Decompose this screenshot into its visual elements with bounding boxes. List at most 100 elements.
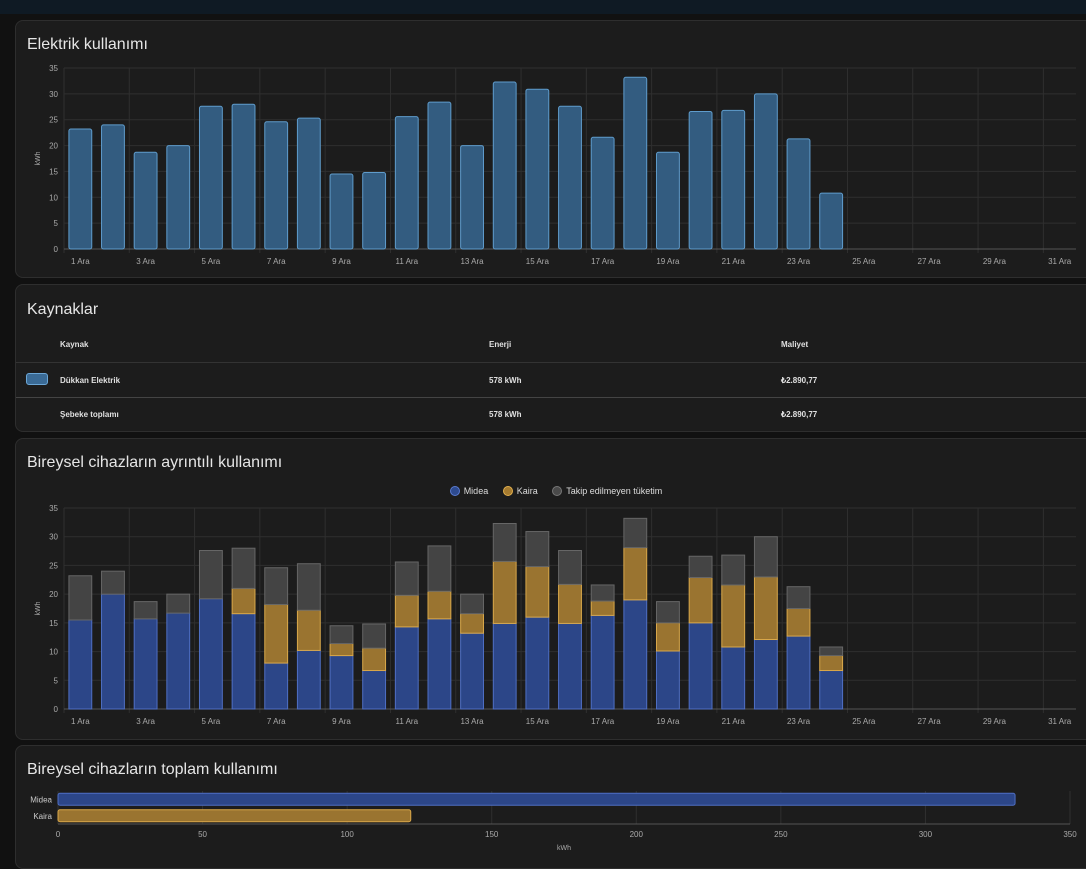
midea-bar (558, 622, 582, 710)
x-tick-label: 300 (919, 830, 933, 839)
midea-bar (231, 613, 256, 710)
source-name: Dükkan Elektrik (60, 376, 121, 385)
untracked-bar (688, 555, 713, 578)
untracked-bar (786, 586, 811, 609)
untracked-bar (231, 547, 256, 589)
midea-bar (68, 619, 93, 710)
midea-bar (590, 614, 615, 710)
top-app-bar (0, 0, 1086, 14)
midea-bar (133, 618, 158, 710)
untracked-bar (264, 567, 289, 605)
y-tick-label: 30 (49, 90, 58, 99)
kaira-bar (558, 583, 582, 624)
x-tick-label: 17 Ara (591, 257, 615, 266)
x-tick-label: 5 Ara (202, 257, 221, 266)
y-tick-label: 15 (49, 619, 58, 628)
midea-legend-dot (449, 486, 460, 496)
midea-bar (394, 626, 419, 710)
chart-legend: Midea Kaira Takip edilmeyen tüketim (16, 486, 1086, 496)
untracked-bar (329, 625, 354, 645)
midea-bar (460, 632, 484, 710)
legend-item-midea[interactable]: Midea (449, 486, 489, 496)
x-tick-label: 29 Ara (983, 257, 1007, 266)
x-tick-label: 27 Ara (918, 717, 942, 726)
untracked-bar (68, 575, 93, 621)
x-tick-label: 100 (340, 830, 354, 839)
x-tick-label: 29 Ara (983, 717, 1007, 726)
kaira-bar (819, 655, 844, 672)
usage-bar (590, 136, 615, 250)
x-tick-label: 250 (774, 830, 788, 839)
y-tick-label: 30 (49, 533, 58, 542)
midea-total-bar (57, 792, 1016, 806)
kaira-bar (590, 600, 615, 616)
x-tick-label: 11 Ara (396, 257, 419, 266)
kaira-bar (296, 609, 321, 651)
untracked-bar (590, 584, 615, 602)
usage-bar (721, 109, 746, 250)
untracked-bar (656, 601, 680, 624)
kaira-bar (623, 547, 648, 601)
device-detail-card: Bireysel cihazların ayrıntılı kullanımı … (15, 438, 1086, 740)
midea-bar (329, 655, 354, 710)
usage-bar (558, 105, 582, 250)
y-axis-label: kWh (35, 601, 42, 615)
x-tick-label: 3 Ara (136, 717, 155, 726)
midea-bar (492, 622, 517, 710)
usage-bar (753, 93, 778, 250)
legend-item-untracked[interactable]: Takip edilmeyen tüketim (552, 486, 662, 496)
card-title: Bireysel cihazların ayrıntılı kullanımı (27, 454, 283, 471)
x-tick-label: 13 Ara (460, 257, 484, 266)
x-tick-label: 31 Ara (1048, 717, 1072, 726)
source-color-swatch (26, 373, 48, 385)
x-tick-label: 23 Ara (787, 717, 811, 726)
usage-bar (101, 124, 125, 250)
kaira-total-bar (57, 809, 412, 823)
legend-item-kaira[interactable]: Kaira (502, 486, 538, 496)
kaira-bar (492, 560, 517, 624)
kaira-bar (688, 576, 713, 624)
category-label: Midea (30, 795, 52, 804)
usage-bar (329, 173, 354, 250)
total-energy: 578 kWh (489, 410, 522, 419)
usage-bar (656, 151, 680, 250)
untracked-bar (362, 623, 387, 649)
y-tick-label: 25 (49, 561, 58, 570)
usage-bar (166, 145, 191, 250)
x-tick-label: 15 Ara (526, 257, 550, 266)
x-tick-label: 13 Ara (460, 717, 484, 726)
untracked-bar (394, 561, 419, 596)
kaira-bar (525, 566, 550, 618)
untracked-bar (198, 549, 223, 600)
divider (16, 362, 1086, 363)
midea-bar (101, 593, 125, 710)
y-tick-label: 10 (49, 193, 58, 202)
x-tick-label: 150 (485, 830, 499, 839)
x-tick-label: 9 Ara (332, 717, 351, 726)
legend-label: Kaira (516, 486, 538, 496)
legend-label: Takip edilmeyen tüketim (566, 486, 663, 496)
legend-label: Midea (463, 486, 489, 496)
kaira-legend-dot (502, 486, 513, 496)
x-tick-label: 21 Ara (722, 257, 746, 266)
y-tick-label: 10 (49, 648, 58, 657)
midea-bar (688, 622, 713, 710)
untracked-bar (166, 593, 191, 614)
untracked-bar (558, 549, 582, 585)
kaira-bar (362, 647, 387, 672)
midea-bar (623, 599, 648, 710)
y-tick-label: 0 (54, 705, 59, 714)
x-tick-label: 50 (198, 830, 207, 839)
x-tick-label: 25 Ara (852, 717, 876, 726)
y-tick-label: 5 (54, 676, 59, 685)
x-tick-label: 17 Ara (591, 717, 615, 726)
column-header-cost: Maliyet (781, 340, 809, 349)
divider (16, 397, 1086, 398)
column-header-energy: Enerji (489, 340, 512, 349)
electricity-usage-chart: 0 5 10 15 20 25 30 35 1 Ara 3 Ara 5 Ara 7 Ara 9 Ara 1… (35, 64, 1076, 266)
y-tick-label: 5 (54, 219, 59, 228)
x-tick-label: 19 Ara (656, 717, 680, 726)
usage-bar (133, 151, 158, 250)
midea-bar (296, 649, 321, 710)
usage-bar (362, 171, 387, 250)
